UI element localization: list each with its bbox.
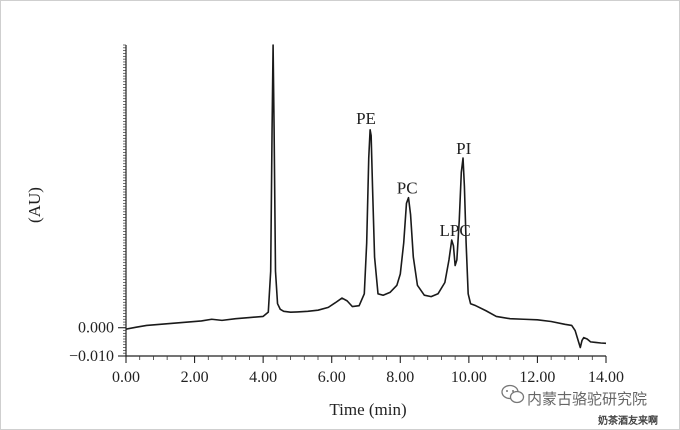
peak-labels: PE PC LPC PI [356, 109, 472, 240]
wechat-icon [501, 384, 525, 404]
x-tick-label: 4.00 [249, 369, 277, 386]
y-tick-label: 0.000 [78, 320, 114, 337]
x-tick-label: 10.00 [451, 369, 487, 386]
peak-label: PI [456, 139, 471, 158]
watermark-bottom-text: 奶茶酒友来啊 [598, 414, 658, 427]
x-tick-label: 14.00 [588, 369, 624, 386]
axes [123, 44, 606, 357]
x-tick-label: 0.00 [112, 369, 140, 386]
chromatogram-trace [125, 44, 607, 349]
y-tick-label: −0.010 [69, 348, 114, 365]
x-tick-label: 8.00 [386, 369, 414, 386]
peak-label: PC [397, 178, 418, 197]
peak-label: PE [356, 109, 376, 128]
x-tick-label: 2.00 [181, 369, 209, 386]
watermark-text: 内蒙古骆驼研究院 [527, 390, 647, 408]
watermark: 内蒙古骆驼研究院 奶茶酒友来啊 [501, 384, 658, 427]
x-axis-title: Time (min) [329, 400, 406, 419]
peak-label: LPC [440, 221, 471, 240]
y-axis-title: (AU) [25, 187, 44, 223]
x-tick-label: 12.00 [519, 369, 555, 386]
x-tick-label: 6.00 [318, 369, 346, 386]
y-ticks: 0.000 −0.010 [69, 320, 126, 365]
x-ticks: 0.00 2.00 4.00 6.00 8.00 10.00 12.00 14.00 [112, 356, 624, 386]
